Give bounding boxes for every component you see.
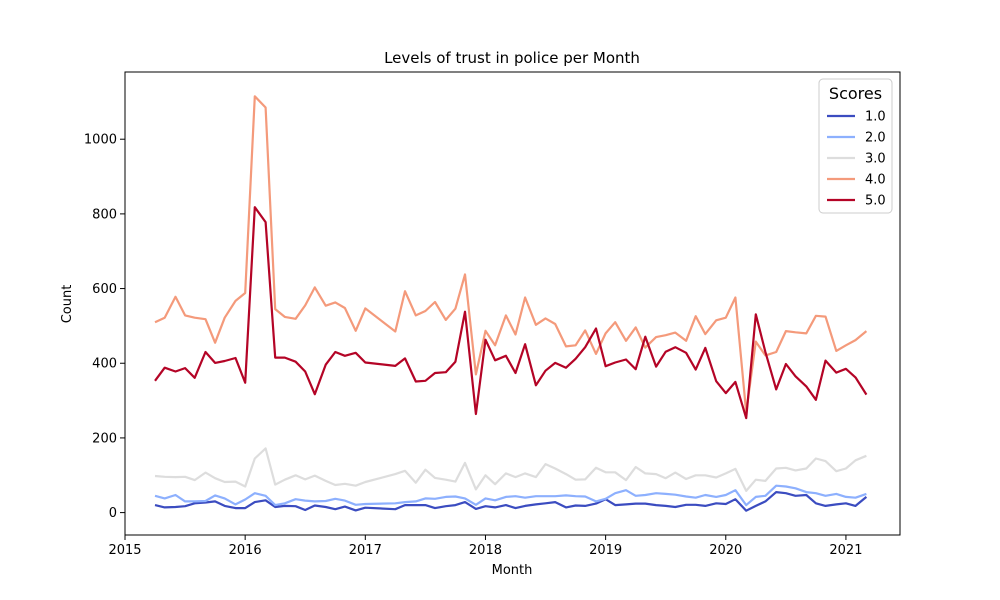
y-tick-label: 200 <box>92 431 117 446</box>
x-tick-label: 2020 <box>709 543 742 558</box>
x-tick-label: 2018 <box>469 543 502 558</box>
x-tick-label: 2021 <box>829 543 862 558</box>
chart-title: Levels of trust in police per Month <box>384 49 640 67</box>
y-tick-label: 400 <box>92 357 117 372</box>
series-line-5-0 <box>154 206 868 420</box>
y-tick-label: 1000 <box>84 133 117 148</box>
x-tick-label: 2019 <box>589 543 622 558</box>
x-axis: 2015 2016 2017 2018 2019 2020 2021 <box>108 535 862 558</box>
plot-area <box>154 95 868 512</box>
legend: Scores 1.0 2.0 3.0 4.0 5.0 <box>818 78 893 214</box>
x-tick-label: 2017 <box>349 543 382 558</box>
legend-title: Scores <box>829 84 882 103</box>
y-tick-label: 0 <box>109 506 117 521</box>
legend-label: 4.0 <box>865 173 886 188</box>
y-axis-title: Count <box>60 285 75 324</box>
y-tick-label: 600 <box>92 282 117 297</box>
plot-frame <box>124 71 901 536</box>
x-axis-title: Month <box>492 563 533 578</box>
x-tick-label: 2016 <box>229 543 262 558</box>
x-tick-label: 2015 <box>108 543 141 558</box>
y-axis: 0 200 400 600 800 1000 <box>84 133 125 521</box>
series-line-2-0 <box>154 484 867 507</box>
legend-label: 1.0 <box>865 110 886 125</box>
series-line-1-0 <box>154 491 868 512</box>
legend-label: 5.0 <box>865 194 886 209</box>
series-line-3-0 <box>154 447 867 492</box>
legend-label: 3.0 <box>865 152 886 167</box>
legend-label: 2.0 <box>865 131 886 146</box>
y-tick-label: 800 <box>92 207 117 222</box>
